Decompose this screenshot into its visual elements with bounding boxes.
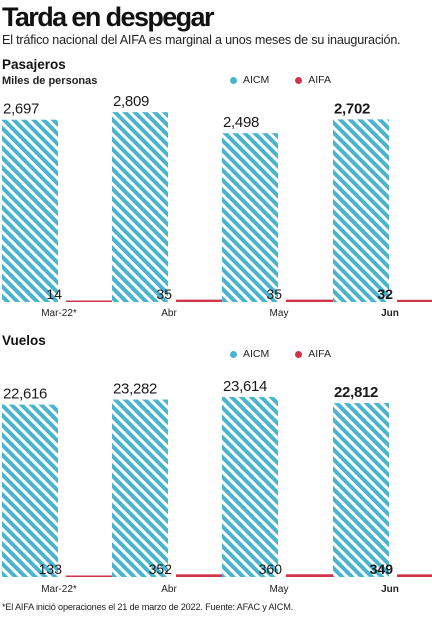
value-label-aifa-1: 14 [46, 286, 62, 302]
category-label-4: Jun [381, 584, 399, 595]
chart-title: Tarda en despegar [2, 2, 214, 32]
legend-label-aicm: AICM [243, 74, 270, 86]
category-label-1: Mar-22* [41, 584, 77, 595]
chart-subtitle: El tráfico nacional del AIFA es marginal… [2, 33, 401, 47]
legend-label-aifa: AIFA [308, 74, 332, 86]
value-label-aicm-3: 23,614 [223, 378, 267, 395]
value-label-aicm-4: 22,812 [334, 384, 378, 401]
value-label-aifa-1: 133 [39, 561, 63, 577]
category-label-1: Mar-22* [41, 308, 77, 319]
value-label-aicm-2: 23,282 [113, 381, 157, 398]
category-label-2: Abr [161, 584, 177, 595]
bar-aifa-4 [397, 299, 432, 302]
section-title-pasajeros: Pasajeros [2, 57, 66, 72]
bar-aicm-3 [222, 396, 278, 577]
value-label-aicm-3: 2,498 [223, 114, 259, 131]
bar-aifa-1 [66, 575, 120, 577]
bar-aifa-4 [397, 574, 432, 577]
value-label-aifa-2: 352 [149, 561, 173, 577]
legend-swatch-aifa [295, 76, 303, 84]
value-label-aifa-3: 360 [259, 561, 283, 577]
bar-aicm-4 [333, 119, 389, 302]
value-label-aifa-3: 35 [266, 286, 282, 302]
bar-aifa-2 [176, 574, 230, 577]
value-label-aifa-4: 32 [377, 286, 393, 302]
bar-aicm-1 [2, 404, 58, 577]
bar-aicm-2 [112, 112, 168, 302]
value-label-aicm-4: 2,702 [334, 100, 370, 117]
legend-pasajeros: AICM AIFA [230, 74, 331, 86]
unit-label-pasajeros: Miles de personas [2, 75, 98, 87]
bar-aifa-3 [286, 574, 340, 577]
category-label-3: May [270, 584, 289, 595]
bar-aicm-2 [112, 399, 168, 577]
category-label-3: May [270, 308, 289, 319]
legend-swatch-aicm-2 [230, 350, 237, 358]
bar-aifa-1 [66, 300, 120, 302]
bar-aicm-1 [2, 119, 58, 302]
bar-aifa-3 [286, 299, 340, 302]
value-label-aifa-2: 35 [156, 286, 172, 302]
category-label-2: Abr [161, 308, 177, 319]
value-label-aifa-4: 349 [370, 561, 394, 577]
legend-label-aifa-2: AIFA [308, 348, 332, 360]
legend-vuelos: AICM AIFA [230, 348, 331, 360]
category-label-4: Jun [381, 308, 399, 319]
value-label-aicm-1: 2,697 [3, 101, 39, 118]
legend-label-aicm-2: AICM [243, 348, 270, 360]
value-label-aicm-1: 22,616 [3, 386, 47, 403]
bar-aifa-2 [176, 299, 230, 302]
section-title-vuelos: Vuelos [2, 333, 46, 348]
legend-swatch-aicm [230, 76, 237, 84]
bar-aicm-3 [222, 133, 278, 302]
value-label-aicm-2: 2,809 [113, 93, 149, 110]
bar-aicm-4 [333, 403, 389, 577]
legend-swatch-aifa-2 [295, 350, 303, 358]
source-footnote: *El AIFA inició operaciones el 21 de mar… [2, 602, 293, 612]
